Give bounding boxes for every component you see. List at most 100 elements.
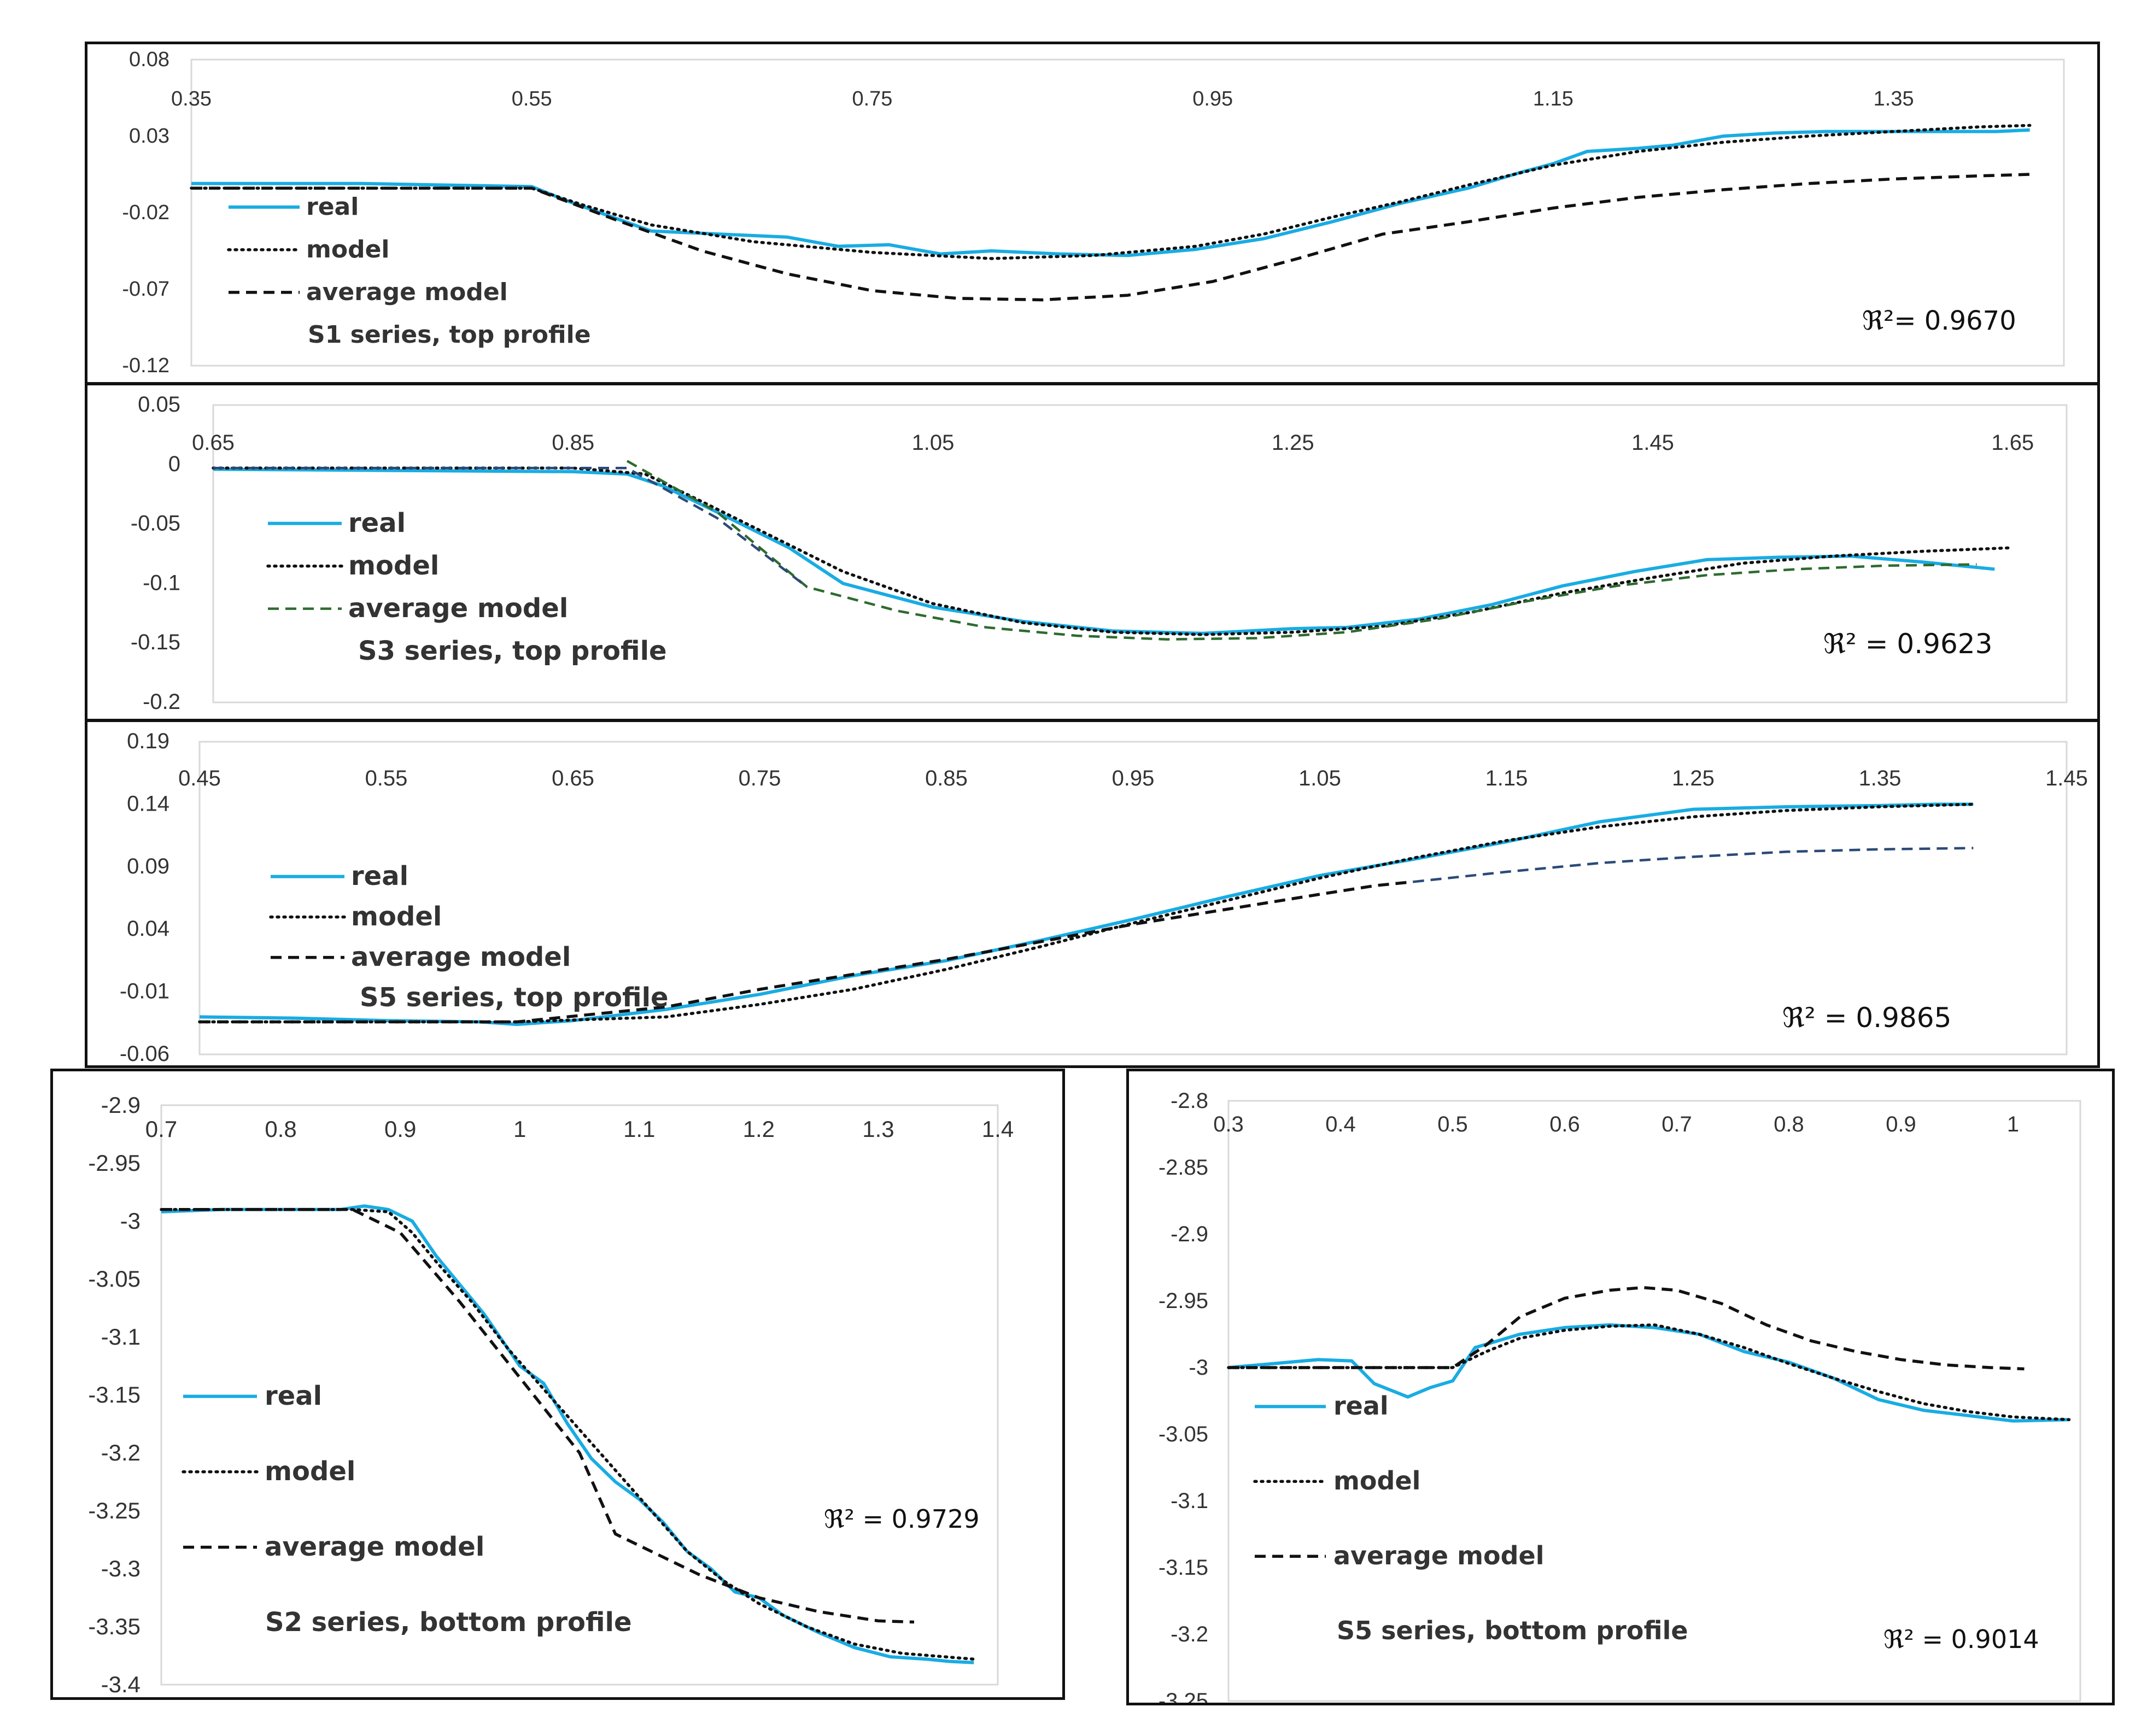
y-tick-label: -2.8 xyxy=(1171,1089,1208,1113)
plot-area xyxy=(212,404,2068,703)
x-tick-label: 0.55 xyxy=(365,766,408,790)
x-tick-label: 0.6 xyxy=(1549,1112,1580,1136)
x-tick-label: 0.85 xyxy=(925,766,968,790)
x-tick-label: 0.9 xyxy=(384,1116,416,1142)
x-tick-label: 0.7 xyxy=(1661,1112,1692,1136)
legend-label: model xyxy=(348,550,439,581)
x-tick-label: 0.8 xyxy=(1774,1112,1804,1136)
y-tick-label: -3 xyxy=(120,1208,141,1234)
y-tick-label: -3 xyxy=(1189,1356,1208,1380)
legend-label: real xyxy=(1333,1391,1389,1421)
y-tick-label: -3.05 xyxy=(1159,1422,1208,1446)
r-squared-label: ℜ² = 0.9865 xyxy=(1782,1002,1951,1034)
x-tick-label: 0.75 xyxy=(739,766,781,790)
y-tick-label: -3.1 xyxy=(1171,1489,1208,1513)
series-line-model xyxy=(160,1208,976,1661)
x-tick-label: 1.45 xyxy=(1631,431,1674,455)
chart-title: S1 series, top profile xyxy=(308,321,591,349)
legend-label: model xyxy=(1333,1466,1420,1495)
x-tick-label: 1.25 xyxy=(1672,766,1715,790)
plot-area xyxy=(1227,1100,2081,1702)
x-tick-label: 1.45 xyxy=(2045,766,2088,790)
series-line-model xyxy=(1227,1323,2071,1421)
x-tick-label: 0.4 xyxy=(1325,1112,1356,1136)
legend-label: real xyxy=(348,508,406,538)
y-tick-label: 0.05 xyxy=(138,392,180,417)
y-tick-label: 0 xyxy=(168,452,180,476)
chart-title: S5 series, top profile xyxy=(360,982,669,1013)
y-tick-label: -0.07 xyxy=(122,278,169,301)
x-tick-label: 1.2 xyxy=(743,1116,775,1142)
y-tick-label: -0.2 xyxy=(143,690,180,714)
x-tick-label: 0.95 xyxy=(1192,87,1233,110)
x-tick-label: 1.05 xyxy=(912,431,955,455)
r-squared-label: ℜ² = 0.9623 xyxy=(1823,628,1992,660)
series-line-average xyxy=(200,880,1414,1024)
y-tick-label: -3.05 xyxy=(88,1266,141,1292)
series-line-average_s5_seg xyxy=(1413,847,1974,883)
y-tick-label: 0.08 xyxy=(129,48,169,71)
y-tick-label: -0.05 xyxy=(131,512,180,536)
y-tick-label: -0.02 xyxy=(122,201,169,224)
panel-s3: 0.65 0.85 1.05 1.25 1.45 1.65 0.05 0 -0.05 -0.1 -0… xyxy=(85,383,2100,722)
y-tick-label: -0.01 xyxy=(120,980,169,1004)
y-tick-label: -3.2 xyxy=(101,1440,141,1465)
y-tick-label: -2.9 xyxy=(101,1092,141,1118)
x-tick-label: 1.35 xyxy=(1859,766,1902,790)
x-tick-label: 0.65 xyxy=(552,766,594,790)
plot-area xyxy=(198,741,2068,1055)
x-tick-label: 1 xyxy=(2007,1112,2019,1136)
x-tick-label: 0.55 xyxy=(512,87,552,110)
y-tick-label: -0.1 xyxy=(143,571,180,595)
y-tick-label: 0.03 xyxy=(129,125,169,148)
legend-label: real xyxy=(306,193,359,221)
r-squared-label: ℜ² = 0.9729 xyxy=(824,1504,980,1534)
series-line-model xyxy=(212,466,2015,636)
y-tick-label: -2.95 xyxy=(88,1150,141,1176)
x-tick-label: 0.65 xyxy=(192,431,235,455)
x-tick-label: 1.4 xyxy=(982,1116,1014,1142)
x-tick-label: 0.35 xyxy=(171,87,212,110)
y-tick-label: -3.15 xyxy=(1159,1556,1208,1580)
chart-s5top: 0.45 0.55 0.65 0.75 0.85 0.95 1.05 1.15 1.25 1.35… xyxy=(120,729,2088,1065)
x-tick-label: 1.3 xyxy=(862,1116,894,1142)
series-line-real xyxy=(191,128,2030,257)
x-tick-label: 0.75 xyxy=(852,87,892,110)
panel-s1: 0.35 0.55 0.75 0.95 1.15 1.35 0.08 0.03 -0.02 -0.… xyxy=(85,42,2100,385)
chart-title: S5 series, bottom profile xyxy=(1337,1616,1688,1645)
y-tick-label: -0.06 xyxy=(120,1042,169,1065)
panel-s5bottom: 0.3 0.4 0.5 0.6 0.7 0.8 0.9 1 -2.8 -2.85 -2.9 -2.95… xyxy=(1126,1069,2115,1705)
y-tick-label: -3.15 xyxy=(88,1382,141,1407)
x-tick-label: 0.5 xyxy=(1437,1112,1468,1136)
series-line-real xyxy=(161,1204,974,1664)
legend-label: average model xyxy=(1333,1541,1544,1570)
series-line-average xyxy=(161,1208,915,1624)
legend-label: average model xyxy=(306,278,508,306)
y-tick-label: -3.25 xyxy=(88,1498,141,1523)
y-tick-label: -3.1 xyxy=(101,1324,141,1350)
r-squared-label: ℜ² = 0.9014 xyxy=(1883,1624,2039,1654)
x-tick-label: 1.15 xyxy=(1533,87,1573,110)
x-tick-label: 0.9 xyxy=(1886,1112,1916,1136)
x-tick-label: 0.95 xyxy=(1112,766,1155,790)
legend-label: real xyxy=(265,1381,322,1411)
legend-label: model xyxy=(306,236,390,263)
series-line-real xyxy=(1228,1323,2069,1423)
plot-area xyxy=(190,58,2065,367)
x-tick-label: 0.3 xyxy=(1213,1112,1244,1136)
y-tick-label: -2.85 xyxy=(1159,1156,1208,1180)
r-squared-label: ℜ²= 0.9670 xyxy=(1862,306,2016,336)
legend-label: model xyxy=(351,901,442,932)
chart-title: S2 series, bottom profile xyxy=(265,1607,632,1638)
panel-s2: 0.7 0.8 0.9 1 1.1 1.2 1.3 1.4 -2.9 -2.95 -3 -3.05 -3… xyxy=(50,1069,1065,1700)
y-tick-label: 0.14 xyxy=(127,791,169,816)
y-tick-label: -3.3 xyxy=(101,1556,141,1581)
x-tick-label: 1.15 xyxy=(1485,766,1528,790)
y-tick-label: -0.15 xyxy=(131,630,180,654)
x-tick-label: 1.1 xyxy=(623,1116,655,1142)
x-tick-label: 1.65 xyxy=(1991,431,2034,455)
y-tick-label: -3.25 xyxy=(1159,1689,1208,1703)
y-tick-label: -3.4 xyxy=(101,1672,141,1697)
legend-label: average model xyxy=(348,593,568,624)
x-tick-label: 0.45 xyxy=(178,766,221,790)
